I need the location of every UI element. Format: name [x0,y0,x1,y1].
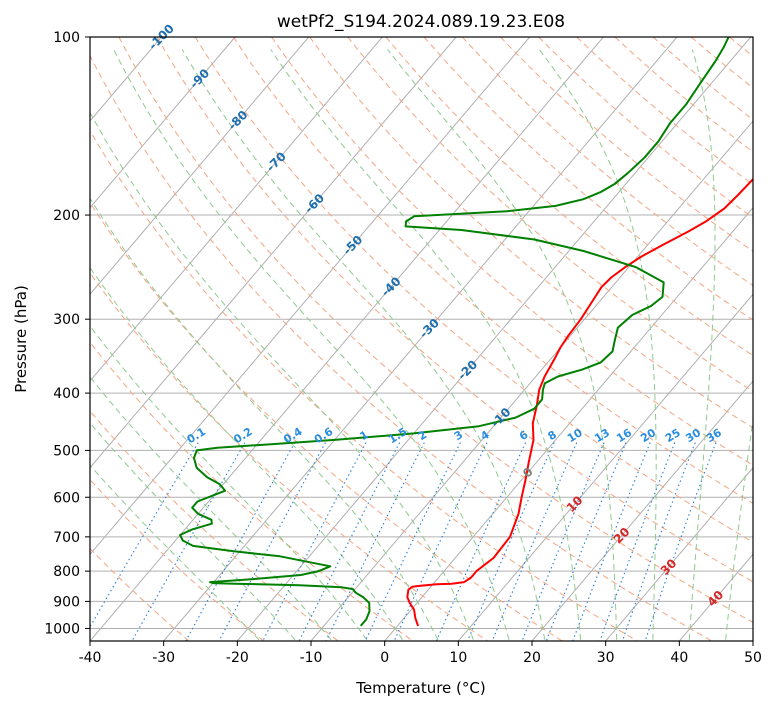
dry-adiabat [118,37,753,624]
mixing-ratio-line [393,442,488,641]
y-tick-label: 100 [53,30,80,46]
isotherm-line [90,37,236,209]
mixing-ratio-line [298,442,401,641]
dry-adiabat [271,37,753,466]
moist-adiabat [725,416,753,640]
mixing-ratio-line [466,442,555,641]
y-tick-label: 500 [53,443,80,459]
x-tick-label: 30 [597,650,615,666]
moist-adiabat [387,49,618,640]
mixing-ratio-line [185,442,296,641]
y-tick-label: 400 [53,386,80,402]
isotherm-line [90,37,310,296]
y-tick-label: 200 [53,208,80,224]
moist-adiabat [688,49,716,640]
mixing-ratio-line [521,442,605,641]
isotherm-line [90,37,531,556]
isotherm-line [605,466,753,641]
y-tick-label: 1000 [44,621,80,637]
isotherm-line [163,37,678,641]
mixing-ratio-line [131,442,246,641]
y-tick-label: 800 [53,564,80,580]
moist-adiabat [538,49,657,640]
x-tick-label: -30 [152,650,175,666]
x-tick-label: -10 [300,650,323,666]
dry-adiabat [90,478,264,641]
isotherm-line [531,380,753,641]
isotherm-line [90,37,383,382]
x-tick-label: 40 [670,650,688,666]
y-tick-label: 600 [53,490,80,506]
x-tick-label: -20 [226,650,249,666]
dry-adiabat [576,37,753,186]
mixing-ratio-line [325,442,425,641]
dry-adiabat [347,37,753,392]
moist-adiabat [90,266,403,641]
y-axis-label: Pressure (hPa) [12,285,30,393]
axes: -40 -30 -20 -10 0 10 20 30 40 50 1000 900 800 700 600 5… [44,30,762,666]
x-tick-label: 10 [449,650,467,666]
mixing-ratio-line [218,442,326,641]
dry-adiabat [232,37,753,504]
moist-adiabat [270,49,582,640]
mixing-ratio-line [644,442,717,641]
isotherm-line [457,293,753,641]
dry-adiabat [461,37,753,287]
dry-adiabat [90,272,488,641]
dry-adiabat [194,37,753,543]
moist-adiabat [90,376,332,641]
x-axis-label: Temperature (°C) [355,679,485,697]
y-tick-label: 700 [53,530,80,546]
x-tick-label: 20 [523,650,541,666]
dry-adiabat [90,129,638,641]
dewpoint-profile-line [179,37,730,627]
moist-adiabat [90,422,296,641]
isotherm-line [90,37,457,469]
dry-adiabat [156,37,753,583]
moist-adiabat [181,49,546,640]
temperature-profile-line [406,177,753,627]
y-tick-label: 300 [53,312,80,328]
mixing-ratio-line [491,442,578,641]
moist-adiabat [90,111,474,640]
mixing-ratio-line [621,442,696,641]
isotherm-line [236,37,752,641]
y-tick-label: 900 [53,594,80,610]
moist-adiabat [90,464,260,641]
plot-frame [89,36,754,642]
chart-title: wetPf2_S194.2024.089.19.23.E08 [277,12,565,32]
mixing-ratio-line [262,442,367,641]
moist-adiabat [113,49,510,640]
x-tick-label: -40 [79,650,102,666]
x-tick-label: 50 [744,650,762,666]
dry-adiabat [90,54,712,641]
mixing-ratio-line [364,442,461,641]
plot-area [90,37,753,641]
isotherm-line [384,206,753,641]
mixing-ratio-line [435,442,527,641]
x-tick-label: 0 [380,650,389,666]
isotherm-line [90,37,604,641]
moist-adiabat [90,197,439,641]
mixing-ratio-line [599,442,676,641]
dry-adiabat [309,37,753,429]
